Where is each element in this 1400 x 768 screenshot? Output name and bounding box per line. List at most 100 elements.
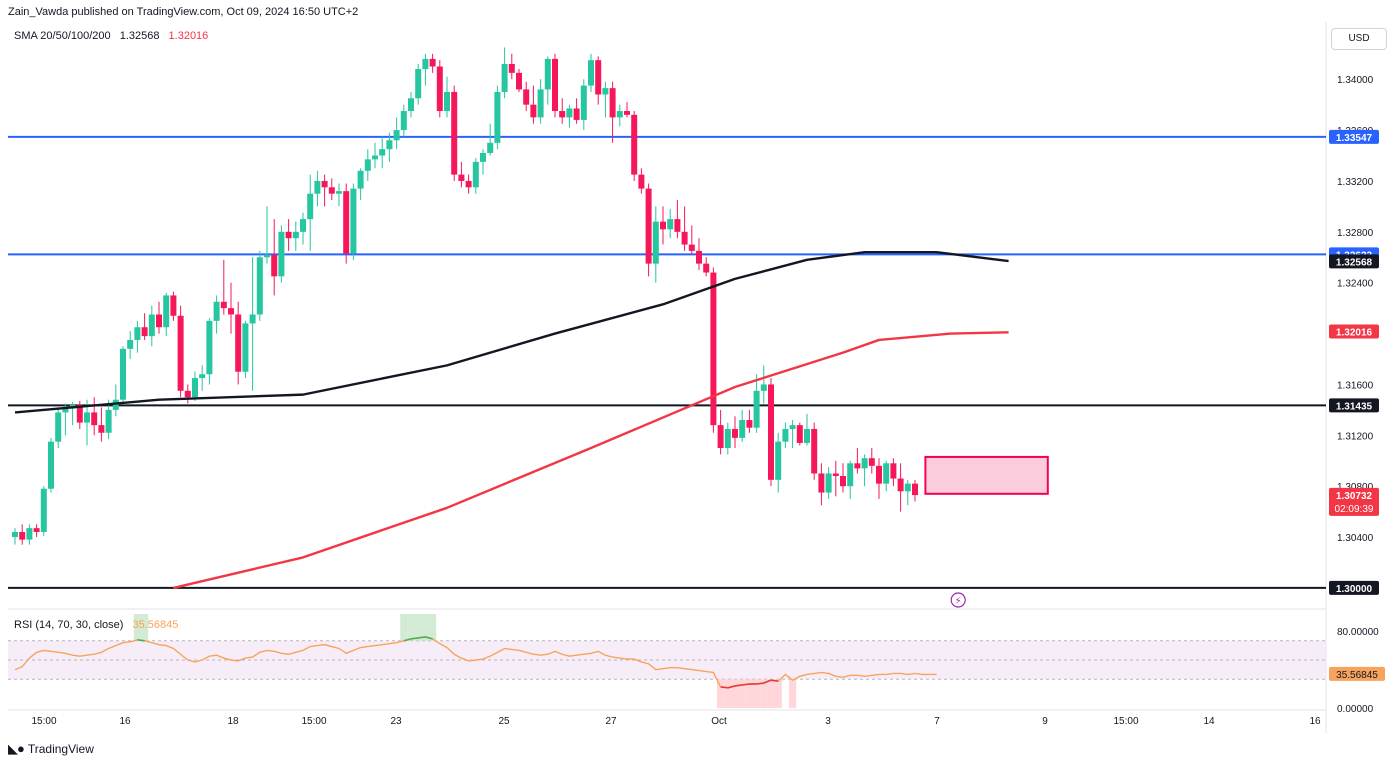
- candle[interactable]: [105, 409, 112, 433]
- candle[interactable]: [667, 219, 674, 230]
- candle[interactable]: [307, 193, 314, 220]
- candle[interactable]: [494, 91, 501, 143]
- candle[interactable]: [451, 91, 458, 175]
- candle[interactable]: [408, 98, 414, 112]
- candle[interactable]: [242, 323, 249, 372]
- candle[interactable]: [609, 88, 616, 118]
- price-marker[interactable]: [1329, 398, 1379, 413]
- candle[interactable]: [530, 104, 537, 118]
- candle[interactable]: [652, 221, 659, 264]
- candle[interactable]: [660, 221, 666, 230]
- candle[interactable]: [163, 295, 170, 328]
- candle[interactable]: [271, 254, 278, 277]
- candle[interactable]: [559, 111, 566, 118]
- candle[interactable]: [472, 161, 479, 188]
- candle[interactable]: [465, 180, 472, 188]
- candle[interactable]: [825, 473, 832, 493]
- candle[interactable]: [912, 483, 918, 496]
- candle[interactable]: [192, 378, 198, 398]
- candle[interactable]: [415, 69, 422, 99]
- candle[interactable]: [120, 348, 126, 400]
- candle[interactable]: [220, 301, 227, 309]
- candle[interactable]: [228, 308, 234, 315]
- candle[interactable]: [732, 428, 738, 438]
- tradingview-brand[interactable]: ◣● TradingView: [8, 741, 94, 757]
- candle[interactable]: [487, 142, 494, 153]
- candle[interactable]: [897, 478, 904, 492]
- candle[interactable]: [98, 425, 105, 433]
- candle[interactable]: [595, 60, 602, 95]
- candle[interactable]: [19, 531, 26, 540]
- candle[interactable]: [703, 263, 710, 273]
- candle[interactable]: [616, 111, 623, 118]
- candle[interactable]: [753, 390, 760, 428]
- candle[interactable]: [674, 219, 681, 232]
- candle[interactable]: [336, 191, 342, 194]
- candle[interactable]: [566, 108, 573, 118]
- candle[interactable]: [400, 111, 407, 131]
- candle[interactable]: [436, 66, 443, 112]
- rsi-line[interactable]: [14, 636, 937, 689]
- candle[interactable]: [12, 531, 18, 538]
- sma-legend[interactable]: SMA 20/50/100/200 1.32568 1.32016: [14, 30, 208, 42]
- candle[interactable]: [724, 428, 731, 449]
- candle[interactable]: [760, 384, 767, 391]
- candle[interactable]: [544, 58, 551, 90]
- candle[interactable]: [501, 63, 508, 92]
- candle[interactable]: [444, 91, 450, 112]
- candle[interactable]: [357, 170, 364, 189]
- candle[interactable]: [76, 404, 83, 423]
- candle[interactable]: [40, 488, 47, 532]
- candle[interactable]: [33, 528, 40, 532]
- candle[interactable]: [314, 180, 321, 194]
- candle[interactable]: [789, 425, 796, 429]
- candle[interactable]: [602, 88, 609, 95]
- sma-200-line[interactable]: [173, 331, 1009, 590]
- candle[interactable]: [710, 272, 717, 426]
- candle[interactable]: [256, 257, 263, 315]
- candle[interactable]: [768, 384, 774, 480]
- price-marker[interactable]: [1329, 487, 1379, 516]
- candle[interactable]: [235, 314, 242, 372]
- candle[interactable]: [904, 483, 911, 492]
- candle[interactable]: [386, 140, 393, 150]
- candle[interactable]: [177, 315, 184, 391]
- range-box[interactable]: [924, 455, 1049, 495]
- candle[interactable]: [523, 89, 530, 105]
- candle[interactable]: [804, 428, 810, 443]
- candle[interactable]: [213, 301, 220, 321]
- price-marker[interactable]: [1329, 324, 1379, 339]
- candle[interactable]: [818, 473, 825, 493]
- candle[interactable]: [876, 465, 882, 484]
- candle[interactable]: [156, 314, 162, 328]
- candle[interactable]: [292, 231, 299, 239]
- price-marker[interactable]: [1329, 580, 1379, 595]
- candle[interactable]: [206, 320, 213, 375]
- candle[interactable]: [861, 458, 868, 469]
- candle[interactable]: [552, 58, 558, 112]
- rsi-legend[interactable]: RSI (14, 70, 30, close) 35.56845: [14, 619, 178, 631]
- candle[interactable]: [364, 159, 371, 171]
- candle[interactable]: [717, 425, 724, 449]
- candle[interactable]: [624, 111, 630, 115]
- candle[interactable]: [184, 390, 191, 398]
- candle[interactable]: [379, 149, 386, 156]
- candle[interactable]: [26, 528, 33, 540]
- currency-button[interactable]: USD: [1331, 28, 1387, 50]
- candle[interactable]: [393, 130, 400, 141]
- candle[interactable]: [141, 327, 148, 337]
- candle[interactable]: [148, 314, 155, 337]
- candle[interactable]: [847, 463, 854, 487]
- candle[interactable]: [739, 420, 746, 438]
- candle[interactable]: [422, 58, 429, 70]
- candle[interactable]: [134, 327, 141, 340]
- candle[interactable]: [343, 191, 350, 254]
- candle[interactable]: [508, 63, 515, 73]
- candle[interactable]: [429, 58, 436, 67]
- candle[interactable]: [458, 174, 465, 181]
- candle[interactable]: [854, 463, 861, 469]
- candle[interactable]: [62, 408, 69, 413]
- candle[interactable]: [890, 463, 897, 479]
- candle[interactable]: [746, 420, 753, 428]
- lightning-icon[interactable]: [950, 592, 966, 608]
